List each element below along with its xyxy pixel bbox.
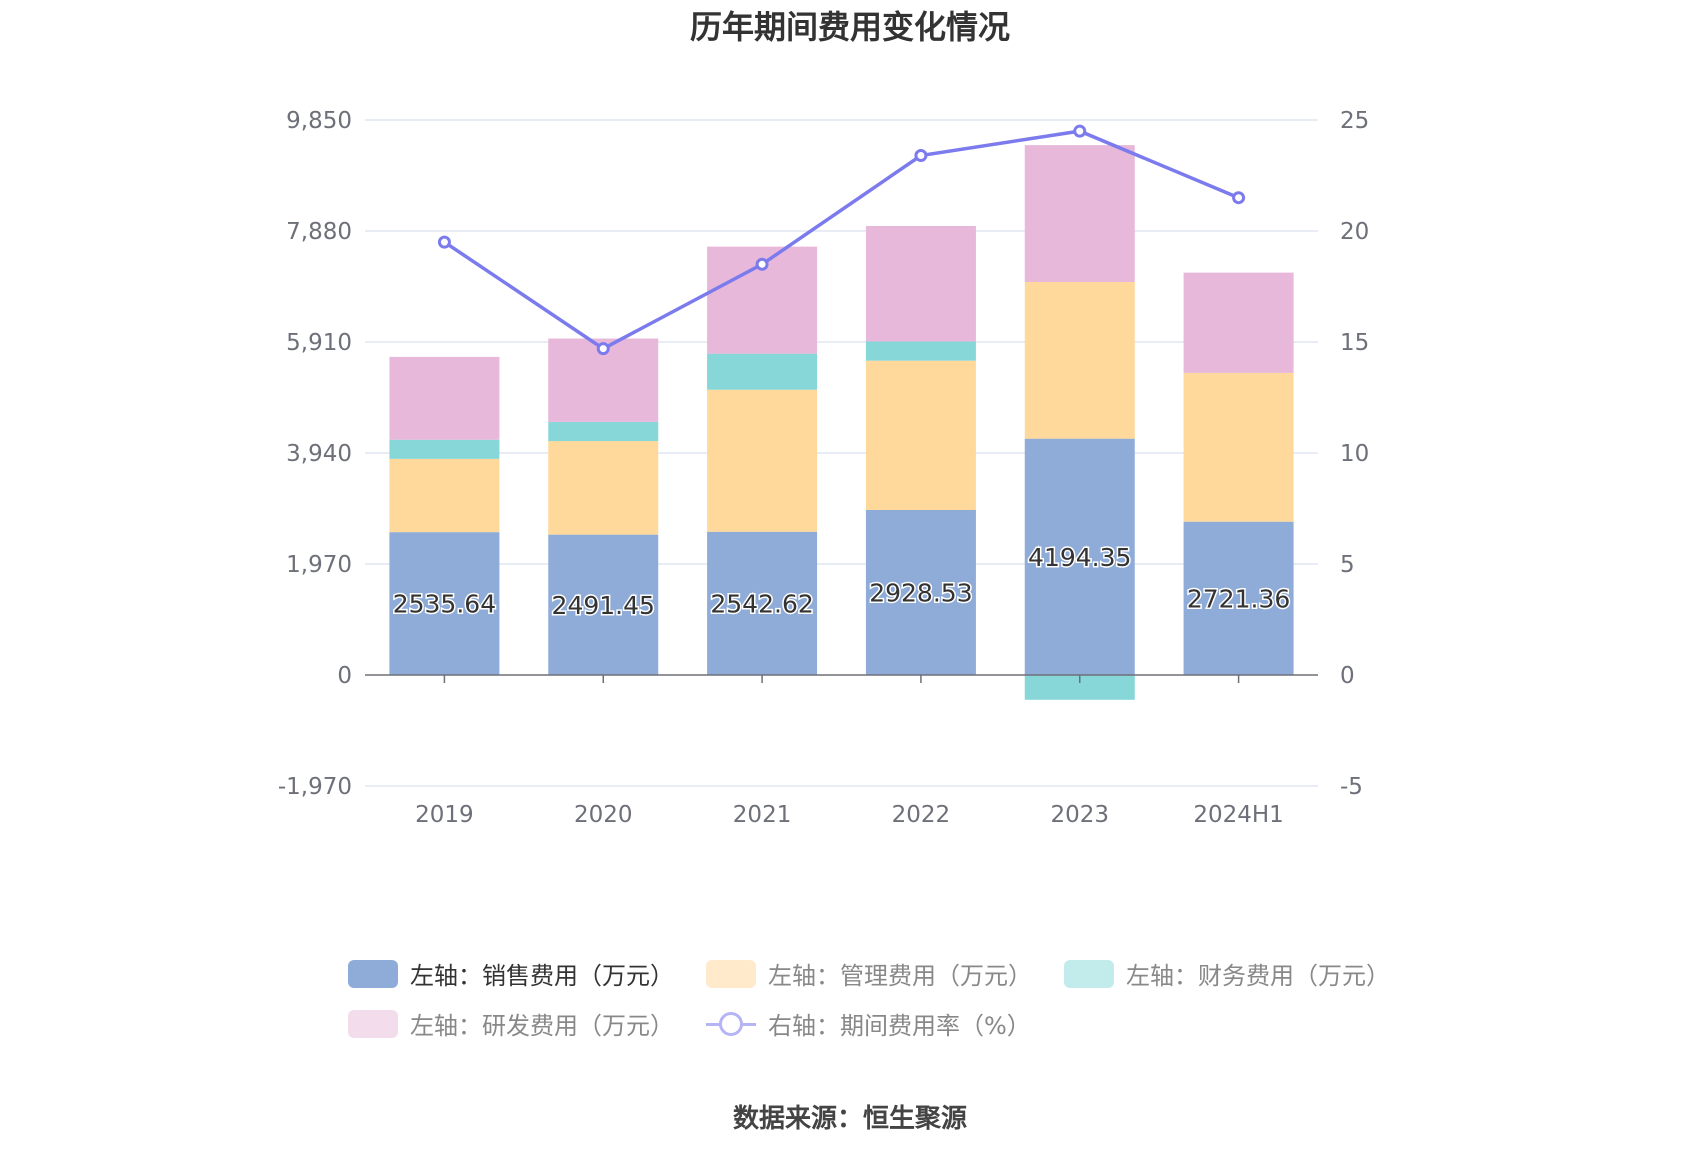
legend-swatch-admin xyxy=(706,959,756,988)
data-labels: 2535.64 2491.45 2542.62 2928.53 4194.35 2721.… xyxy=(391,541,1292,621)
x-axis: 2019 2020 2021 2022 2023 2024H1 xyxy=(365,674,1318,828)
x-axis-tick-label: 2019 xyxy=(415,802,474,828)
legend-label-rd: 左轴：研发费用（万元） xyxy=(410,1012,674,1040)
right-axis-tick-label: 20 xyxy=(1340,219,1369,245)
bar-segment xyxy=(1183,272,1294,373)
left-axis-tick-label: 0 xyxy=(337,663,352,689)
left-axis-tick-label: 3,940 xyxy=(286,441,352,467)
legend-swatch-rd xyxy=(348,1009,398,1038)
x-axis-tick-label: 2021 xyxy=(733,802,792,828)
bar-value-label: 2491.45 xyxy=(552,591,655,620)
bar-value-label: 2535.64 xyxy=(393,590,496,619)
x-axis-tick-label: 2022 xyxy=(892,802,951,828)
rate-point xyxy=(596,342,610,356)
left-axis-tick-label: 9,850 xyxy=(286,108,352,134)
right-axis-tick-label: -5 xyxy=(1340,774,1363,800)
bar-series xyxy=(389,145,1294,700)
bar-value-label: 2928.53 xyxy=(869,578,972,607)
bar-segment xyxy=(548,421,659,442)
right-axis-tick-label: 25 xyxy=(1340,108,1369,134)
rate-line xyxy=(443,129,1240,351)
bar-segment xyxy=(707,389,818,532)
legend-swatch-finance xyxy=(1064,959,1114,988)
right-axis-tick-label: 15 xyxy=(1340,330,1369,356)
bar-segment xyxy=(389,356,500,440)
legend-item-rd[interactable]: 左轴：研发费用（万元） xyxy=(348,1006,674,1041)
bar-segment xyxy=(548,534,659,675)
x-axis-tick-label: 2023 xyxy=(1050,802,1109,828)
grid-lines: 9,850 25 7,880 20 5,910 15 3,940 10 1,970 5 0 0 -1,9… xyxy=(278,108,1369,800)
legend-label-admin: 左轴：管理费用（万元） xyxy=(768,962,1032,990)
rate-point xyxy=(437,235,451,249)
bar-segment xyxy=(865,341,976,361)
x-axis-tick-label: 2024H1 xyxy=(1193,802,1283,828)
bar-segment xyxy=(1183,372,1294,522)
legend-label-sales: 左轴：销售费用（万元） xyxy=(410,962,674,990)
bar-segment xyxy=(1024,282,1135,439)
bar-segment xyxy=(865,226,976,342)
left-axis-tick-label: 5,910 xyxy=(286,330,352,356)
data-source: 数据来源：恒生聚源 xyxy=(732,1104,967,1134)
bar-value-label: 2542.62 xyxy=(710,589,813,618)
line-series xyxy=(437,124,1246,356)
bar-segment xyxy=(548,441,659,535)
x-axis-tick-label: 2020 xyxy=(574,802,633,828)
chart-title: 历年期间费用变化情况 xyxy=(689,8,1010,46)
legend-line-icon xyxy=(706,1010,756,1038)
bar-value-label: 4194.35 xyxy=(1028,543,1131,572)
bar-segment xyxy=(865,360,976,510)
left-axis-tick-label: -1,970 xyxy=(278,774,352,800)
right-axis-tick-label: 10 xyxy=(1340,441,1369,467)
bar-segment xyxy=(389,458,500,533)
legend-swatch-sales xyxy=(348,959,398,988)
bar-segment xyxy=(1024,438,1135,675)
right-axis-tick-label: 5 xyxy=(1340,552,1355,578)
legend-item-sales[interactable]: 左轴：销售费用（万元） xyxy=(348,956,674,991)
legend-item-admin[interactable]: 左轴：管理费用（万元） xyxy=(706,956,1032,991)
bar-segment xyxy=(1024,145,1135,283)
rate-point xyxy=(755,257,769,271)
rate-point xyxy=(914,149,928,163)
bar-segment xyxy=(389,532,500,675)
legend-item-finance[interactable]: 左轴：财务费用（万元） xyxy=(1064,956,1390,991)
legend-label-rate: 右轴：期间费用率（%） xyxy=(768,1012,1031,1040)
legend-label-finance: 左轴：财务费用（万元） xyxy=(1126,962,1390,990)
right-axis-tick-label: 0 xyxy=(1340,663,1355,689)
bar-segment xyxy=(707,531,818,675)
rate-point xyxy=(1232,191,1246,205)
bar-segment xyxy=(865,509,976,675)
legend-item-rate[interactable]: 右轴：期间费用率（%） xyxy=(706,1006,1031,1041)
rate-point xyxy=(1073,124,1087,138)
left-axis-tick-label: 1,970 xyxy=(286,552,352,578)
bar-segment xyxy=(1183,521,1294,675)
bar-segment xyxy=(389,439,500,459)
bar-segment xyxy=(707,353,818,390)
bar-value-label: 2721.36 xyxy=(1187,584,1290,613)
left-axis-tick-label: 7,880 xyxy=(286,219,352,245)
